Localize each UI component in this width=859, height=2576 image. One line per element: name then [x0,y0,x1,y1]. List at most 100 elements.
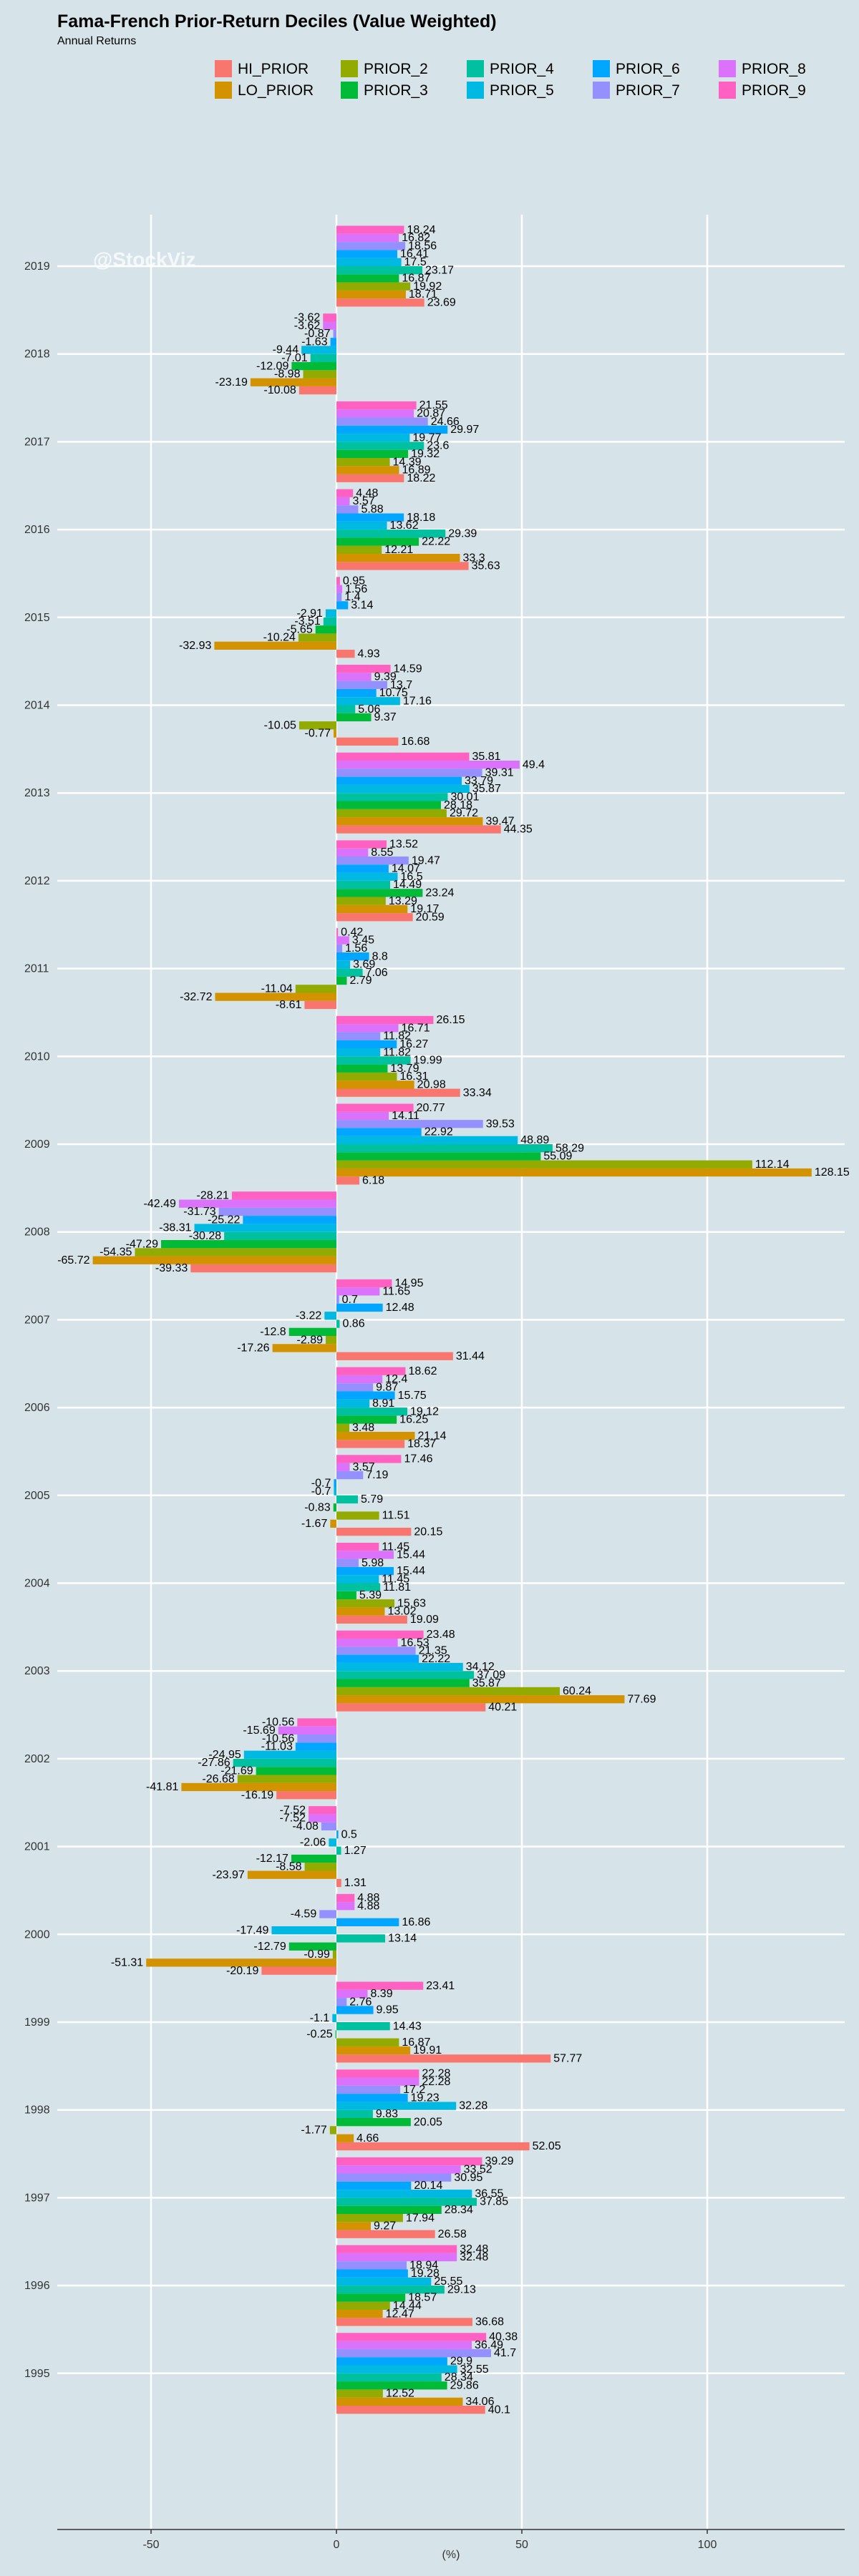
bar [336,2261,407,2270]
data-label: 29.13 [447,2283,476,2296]
bar [336,1432,415,1440]
bar [336,545,382,554]
bar [301,346,336,354]
data-label: 23.24 [425,887,454,899]
bar [336,840,387,849]
data-label: -10.24 [263,632,296,644]
bar [336,2318,473,2326]
bar [336,2310,383,2318]
bar [336,913,413,922]
data-label: -2.91 [296,608,323,620]
data-label: 30.01 [450,791,479,804]
data-label: -8.58 [276,1861,302,1873]
data-label: -1.77 [301,2124,327,2137]
bar [250,378,336,386]
bar [304,1863,336,1871]
data-label: -0.25 [306,2029,333,2041]
bar [336,817,483,826]
data-label: -3.22 [296,1309,322,1322]
bar [336,2109,373,2118]
bar [336,1893,355,1903]
chart-subtitle: Annual Returns [57,35,136,47]
data-label: -1.67 [301,1518,328,1530]
data-label: 37.09 [477,1669,505,1682]
legend-label: PRIOR_5 [490,82,554,99]
bar [336,489,354,497]
data-label: 0.86 [342,1318,364,1330]
data-label: 19.77 [412,431,441,444]
data-label: 20.15 [414,1526,442,1538]
bar [336,1319,340,1328]
bar [336,809,447,818]
bar [336,513,404,522]
bar [336,2142,530,2151]
data-label: 19.23 [411,2092,440,2104]
legend-swatch [593,60,610,77]
bar [336,2357,447,2366]
bar [336,1423,350,1432]
data-label: -12.79 [253,1941,286,1953]
bar [261,1966,336,1975]
bar [336,673,372,681]
bar [336,2085,401,2094]
data-label: 34.06 [465,2396,494,2408]
data-label: 7.19 [366,1469,388,1481]
data-label: 35.87 [472,783,501,795]
bar [336,441,424,450]
bar [336,2301,390,2310]
bar [336,1703,486,1712]
bar [247,1870,336,1879]
bar [336,585,343,593]
data-label: 4.66 [356,2132,379,2145]
data-label: 16.86 [402,1916,430,1928]
bar [319,1910,336,1918]
bar [323,321,336,330]
bar [334,1479,336,1488]
bar [336,737,399,746]
bar [336,848,369,857]
bar [336,1671,475,1679]
data-label: 52.05 [533,2140,561,2152]
data-label: 19.09 [410,1614,439,1626]
data-label: 9.37 [374,711,397,723]
bar [295,985,336,993]
bar [336,1599,394,1608]
data-label: 8.91 [372,1397,394,1410]
bar [336,458,390,467]
data-label: 7.06 [366,967,388,979]
bar [304,1000,336,1010]
bar [336,1176,360,1185]
data-label: -3.62 [294,320,321,332]
bar [336,1032,381,1040]
data-label: -65.72 [57,1254,89,1267]
data-label: 16.31 [399,1070,428,1083]
data-label: 4.93 [358,648,380,660]
bar [243,1750,336,1759]
bar [334,1487,336,1496]
bar [336,713,372,722]
data-label: 18.18 [407,512,435,524]
y-tick-label: 2018 [24,348,50,361]
data-label: -12.8 [260,1326,286,1338]
data-label: 14.44 [393,2300,422,2312]
bar [336,2077,419,2086]
bar [336,1295,339,1304]
data-label: 48.89 [520,1134,549,1146]
bar [291,362,336,371]
data-label: 29.97 [450,424,479,436]
bar [336,282,411,291]
bar [336,2406,485,2414]
y-tick-label: 2006 [24,1402,50,1414]
data-label: -1.63 [301,336,328,348]
bar [309,1806,336,1815]
data-label: 20.77 [417,1102,445,1114]
bar [336,1654,419,1663]
bar [336,2333,487,2341]
data-label: 17.2 [403,2084,425,2096]
data-label: 32.48 [460,2243,488,2255]
data-label: -8.61 [276,999,302,1011]
data-label: -1.1 [310,2012,330,2024]
x-axis: -50 0 50 100 [57,2529,845,2551]
bar [336,960,351,969]
